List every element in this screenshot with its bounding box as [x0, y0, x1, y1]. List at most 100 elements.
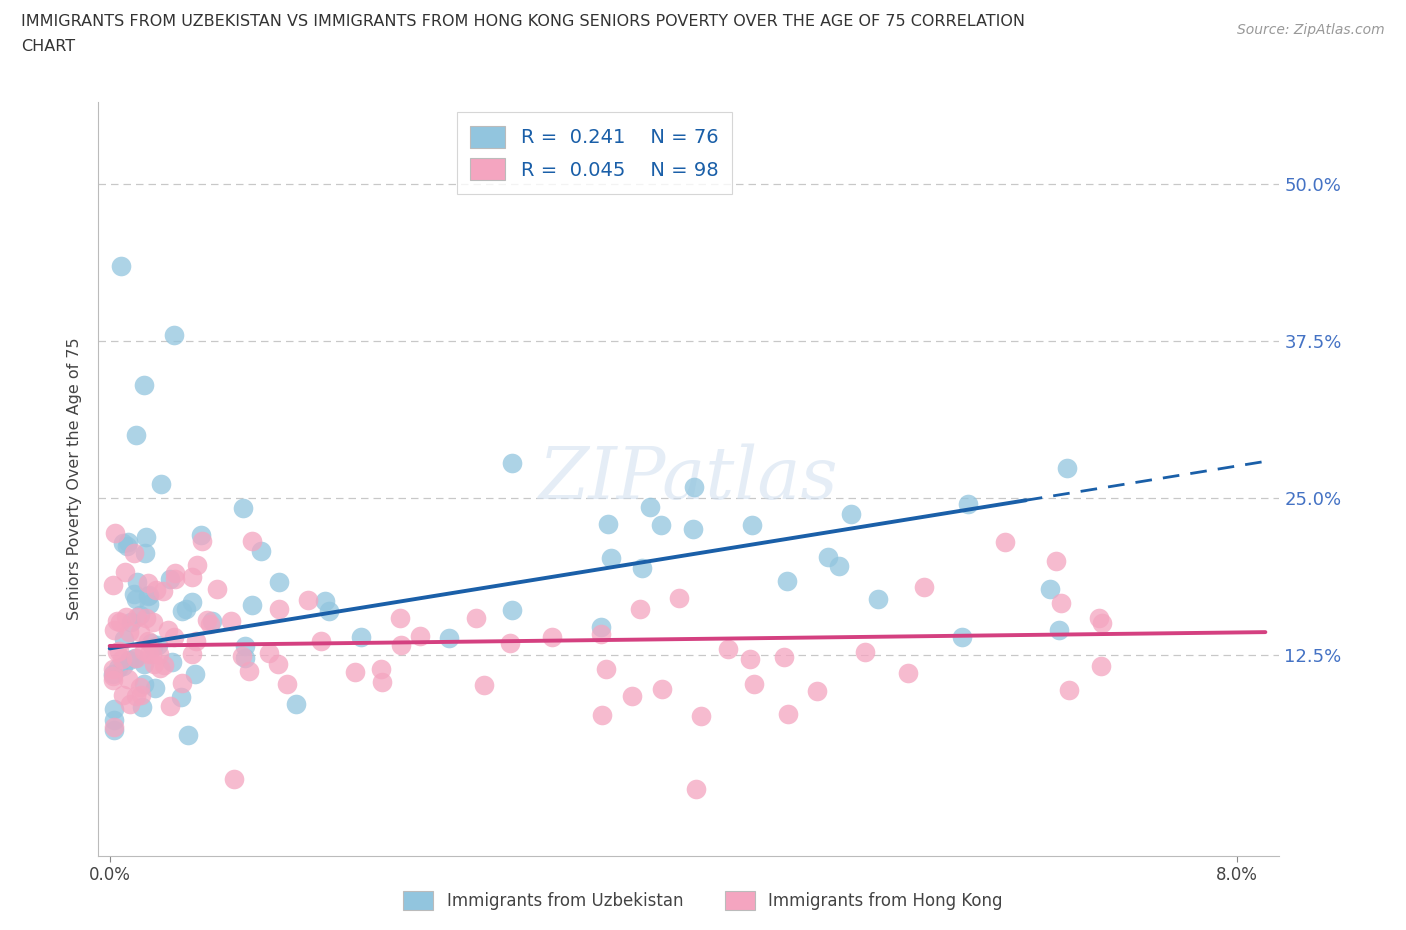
Point: [269, 602, 291, 617]
Point: [685, 781, 707, 796]
Point: [129, 625, 152, 640]
Point: [409, 629, 432, 644]
Legend: R =  0.241    N = 76, R =  0.045    N = 98: R = 0.241 N = 76, R = 0.045 N = 98: [457, 112, 733, 193]
Point: [152, 584, 174, 599]
Point: [233, 651, 256, 666]
Point: [181, 646, 204, 661]
Point: [111, 652, 134, 667]
Point: [314, 593, 336, 608]
Point: [118, 653, 141, 668]
Point: [621, 688, 644, 703]
Point: [114, 631, 136, 646]
Point: [174, 602, 197, 617]
Point: [778, 707, 800, 722]
Point: [177, 728, 200, 743]
Point: [111, 688, 134, 703]
Point: [132, 644, 155, 658]
Point: [591, 620, 613, 635]
Point: [129, 687, 152, 702]
Point: [111, 536, 134, 551]
Point: [163, 571, 186, 586]
Point: [650, 518, 672, 533]
Point: [148, 646, 170, 661]
Point: [101, 661, 124, 676]
Point: [157, 622, 180, 637]
Point: [141, 646, 163, 661]
Point: [103, 720, 125, 735]
Point: [249, 544, 271, 559]
Point: [596, 516, 619, 531]
Point: [501, 603, 523, 618]
Point: [370, 675, 392, 690]
Point: [589, 627, 612, 642]
Point: [131, 699, 153, 714]
Point: [125, 609, 148, 624]
Point: [828, 559, 851, 574]
Point: [104, 525, 127, 540]
Y-axis label: Seniors Poverty Over the Age of 75: Seniors Poverty Over the Age of 75: [67, 338, 83, 620]
Point: [195, 613, 218, 628]
Point: [125, 428, 148, 443]
Point: [717, 642, 740, 657]
Point: [125, 591, 148, 606]
Point: [224, 772, 246, 787]
Point: [142, 639, 165, 654]
Point: [172, 604, 194, 618]
Point: [101, 667, 124, 682]
Point: [149, 660, 172, 675]
Point: [683, 480, 706, 495]
Point: [132, 378, 155, 392]
Point: [159, 699, 181, 714]
Point: [370, 661, 392, 676]
Point: [776, 574, 799, 589]
Point: [120, 615, 142, 630]
Point: [128, 680, 150, 695]
Point: [107, 660, 129, 675]
Point: [165, 565, 187, 580]
Point: [160, 655, 183, 670]
Point: [742, 676, 765, 691]
Point: [138, 588, 160, 603]
Point: [912, 580, 935, 595]
Point: [135, 529, 157, 544]
Point: [267, 657, 290, 671]
Point: [150, 476, 173, 491]
Point: [238, 664, 260, 679]
Point: [741, 518, 763, 533]
Point: [186, 558, 208, 573]
Point: [897, 666, 920, 681]
Point: [110, 258, 132, 273]
Point: [231, 649, 253, 664]
Point: [138, 647, 160, 662]
Text: IMMIGRANTS FROM UZBEKISTAN VS IMMIGRANTS FROM HONG KONG SENIORS POVERTY OVER THE: IMMIGRANTS FROM UZBEKISTAN VS IMMIGRANTS…: [21, 14, 1025, 29]
Point: [145, 583, 167, 598]
Point: [1087, 611, 1109, 626]
Point: [259, 645, 281, 660]
Point: [267, 575, 290, 590]
Point: [103, 723, 125, 737]
Point: [142, 657, 165, 671]
Point: [170, 689, 193, 704]
Point: [108, 615, 131, 630]
Point: [125, 575, 148, 590]
Point: [957, 496, 980, 511]
Point: [103, 622, 125, 637]
Point: [839, 507, 862, 522]
Point: [190, 527, 212, 542]
Point: [464, 610, 486, 625]
Point: [318, 604, 340, 619]
Point: [134, 546, 156, 561]
Point: [124, 688, 146, 703]
Point: [501, 456, 523, 471]
Point: [472, 678, 495, 693]
Point: [141, 635, 163, 650]
Point: [240, 597, 263, 612]
Point: [628, 602, 651, 617]
Point: [738, 651, 761, 666]
Point: [101, 672, 124, 687]
Point: [993, 534, 1015, 549]
Point: [101, 669, 124, 684]
Point: [806, 684, 828, 698]
Point: [1090, 616, 1112, 631]
Point: [1047, 622, 1070, 637]
